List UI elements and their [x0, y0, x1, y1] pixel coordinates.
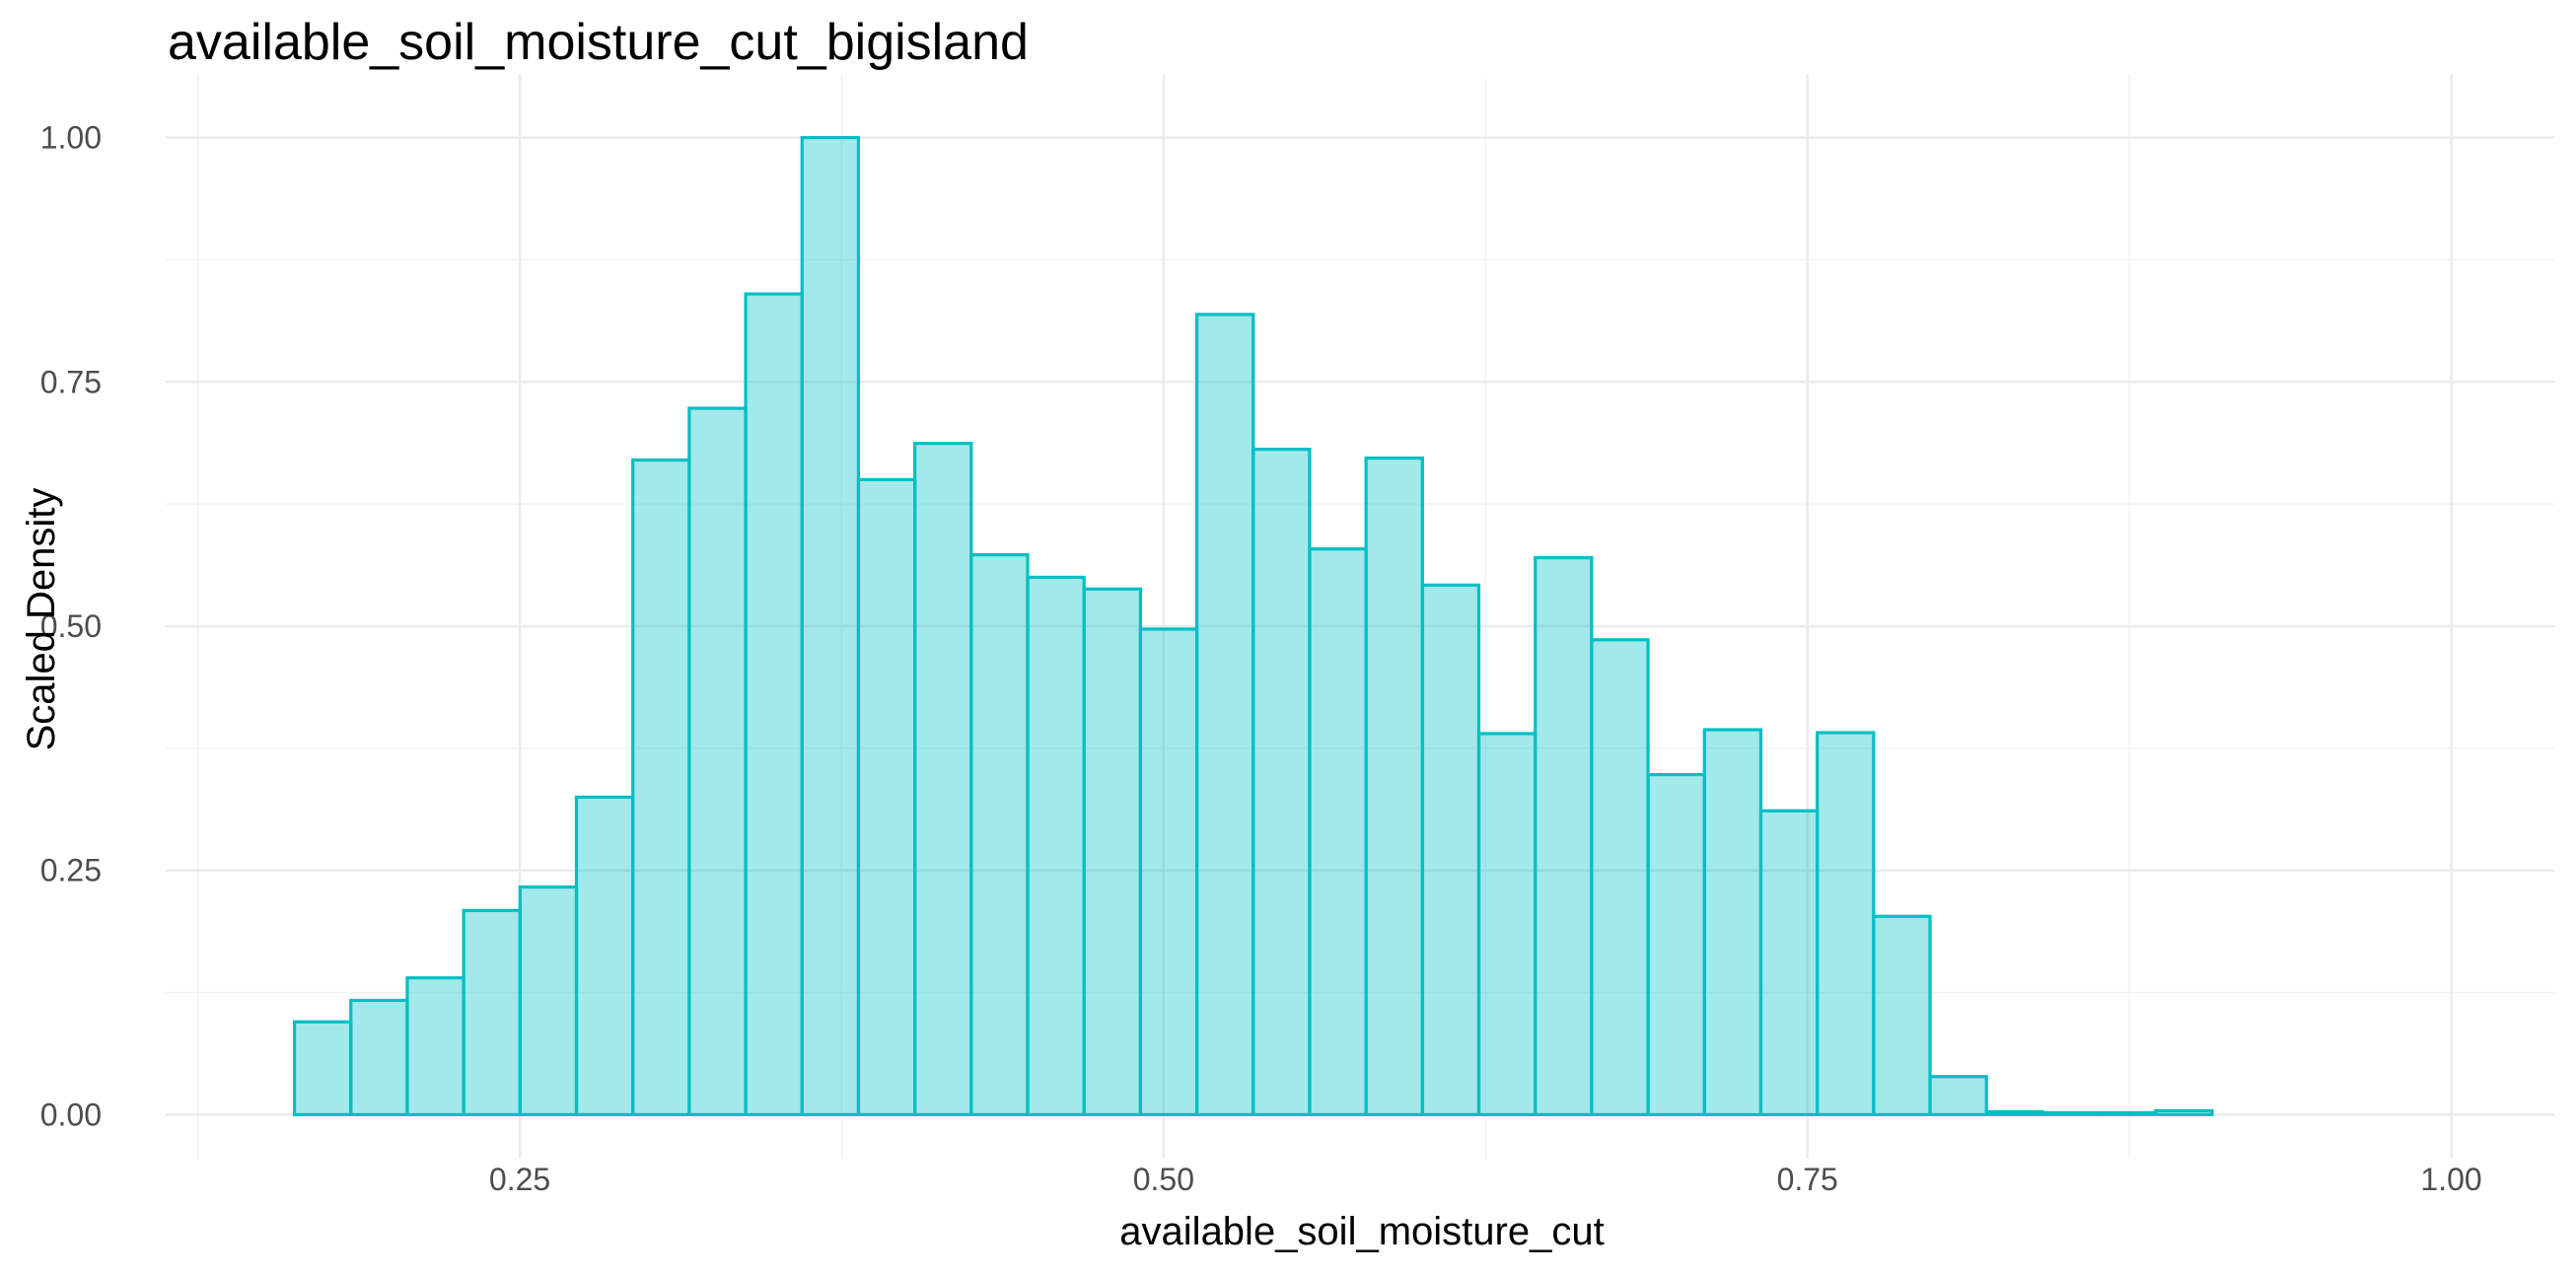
histogram-bar	[1308, 547, 1368, 1117]
bars	[292, 135, 2214, 1117]
histogram-bar	[1476, 732, 1538, 1117]
histogram-bar	[1984, 1109, 2044, 1117]
histogram-bar	[574, 795, 635, 1117]
x-tick-label: 1.00	[2420, 1162, 2481, 1197]
histogram-bar	[1590, 638, 1650, 1117]
histogram-bar	[1816, 731, 1876, 1117]
chart-title: available_soil_moisture_cut_bigisland	[168, 14, 1029, 71]
histogram-bar	[1646, 772, 1706, 1117]
histogram-bar	[2097, 1110, 2158, 1117]
histogram-bar	[1138, 627, 1199, 1117]
x-tick-label: 0.50	[1133, 1162, 1194, 1197]
y-tick-label: 0.50	[40, 608, 102, 644]
y-axis-tick-labels: 0.00 0.25 0.50 0.75 1.00	[40, 120, 102, 1133]
histogram-bar	[631, 458, 691, 1117]
histogram-bar	[349, 998, 409, 1117]
histogram-bar	[1534, 556, 1594, 1117]
histogram-bar	[292, 1020, 353, 1117]
histogram-bar	[856, 477, 917, 1117]
histogram-bar	[1082, 587, 1142, 1117]
histogram-bar	[1026, 575, 1086, 1117]
histogram-bar	[1702, 728, 1763, 1117]
y-tick-label: 0.00	[40, 1097, 102, 1132]
histogram-bar	[2154, 1108, 2214, 1117]
histogram-bar	[969, 553, 1030, 1117]
x-tick-label: 0.75	[1777, 1162, 1838, 1197]
histogram-bar	[518, 885, 579, 1117]
y-axis-title: Scaled Density	[20, 488, 63, 751]
histogram-bar	[405, 976, 465, 1117]
x-axis-tick-labels: 0.25 0.50 0.75 1.00	[489, 1162, 2482, 1197]
histogram-bar	[1420, 583, 1481, 1117]
histogram-bar	[744, 292, 804, 1117]
histogram-bar	[1364, 456, 1424, 1117]
histogram-bar	[1252, 448, 1312, 1117]
histogram-bar	[462, 908, 522, 1117]
x-axis-title: available_soil_moisture_cut	[1119, 1210, 1604, 1253]
histogram-bar	[1194, 313, 1255, 1117]
histogram-bar	[1872, 914, 1932, 1117]
y-tick-label: 0.75	[40, 364, 102, 399]
histogram-bar	[1928, 1075, 1988, 1117]
histogram-bar	[687, 406, 748, 1117]
histogram-bar	[913, 442, 973, 1117]
histogram-bar	[800, 135, 861, 1117]
y-tick-label: 1.00	[40, 120, 102, 156]
x-tick-label: 0.25	[489, 1162, 550, 1197]
histogram-bar	[2040, 1110, 2102, 1117]
histogram-bar	[1758, 809, 1820, 1117]
y-tick-label: 0.25	[40, 853, 102, 888]
